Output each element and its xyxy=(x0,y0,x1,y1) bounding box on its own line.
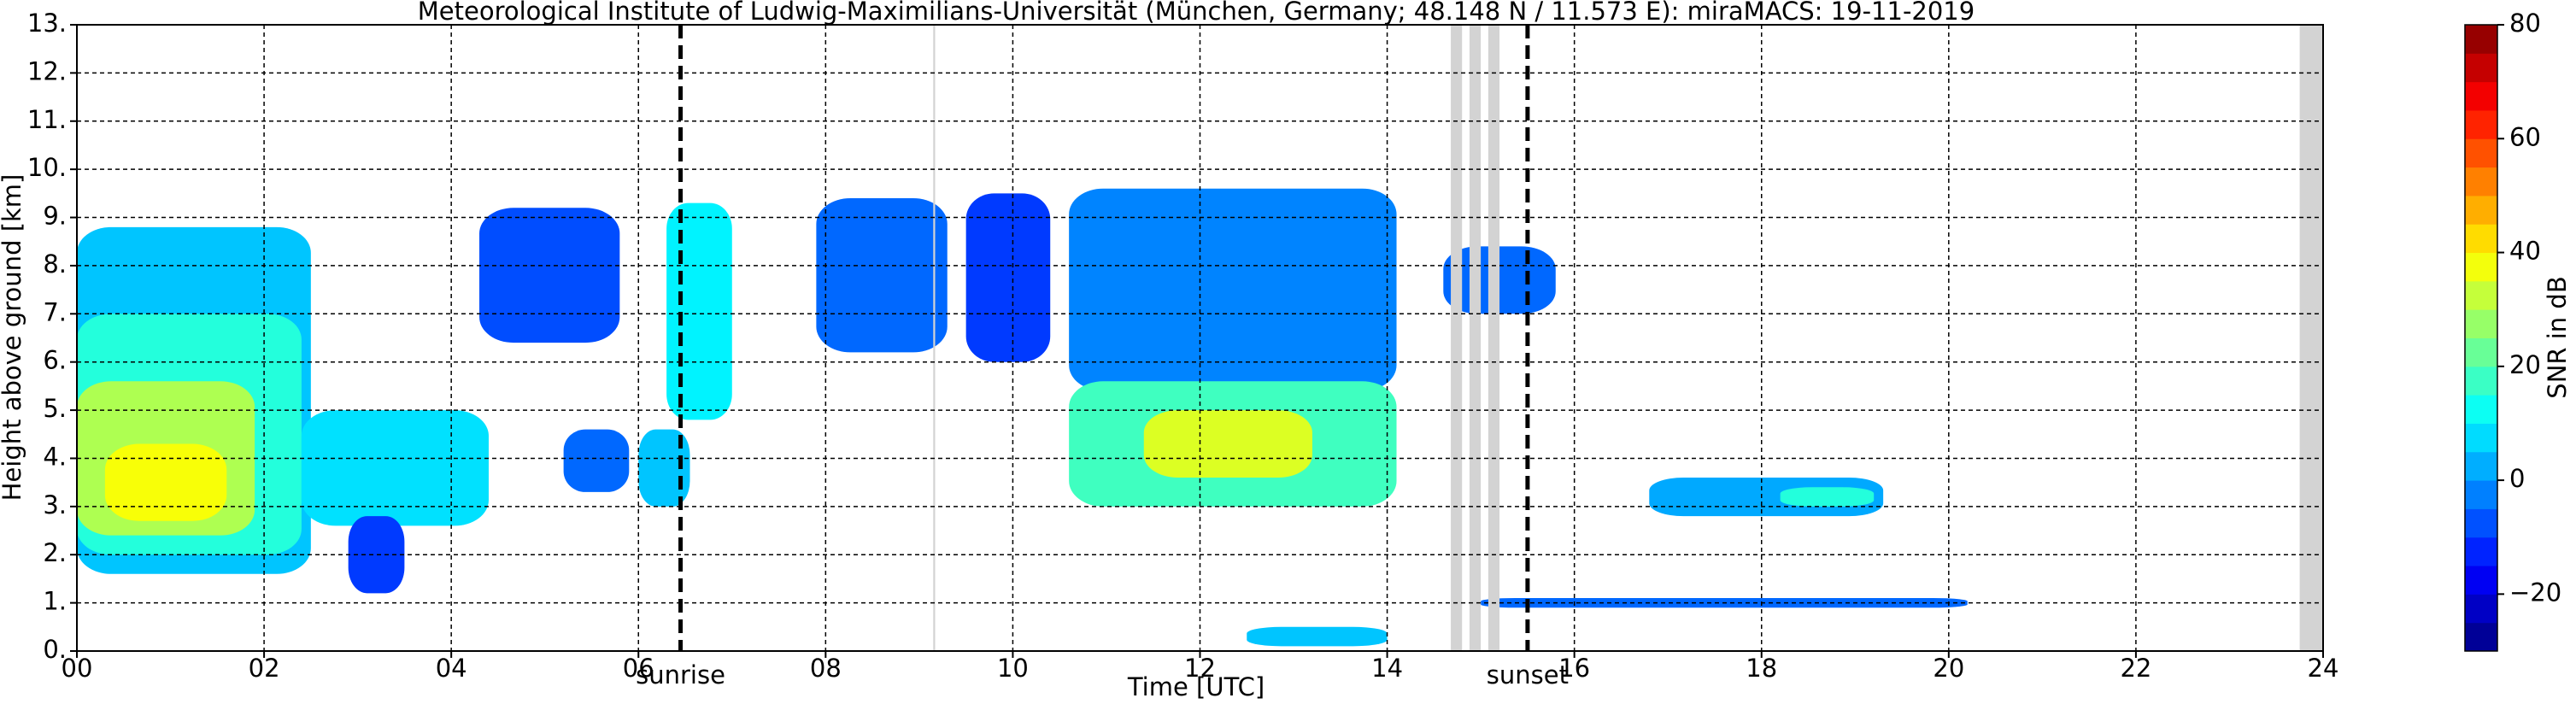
echo xyxy=(666,202,732,420)
x-tick-label: 06 xyxy=(623,654,654,683)
x-axis-label: Time [UTC] xyxy=(1127,672,1265,701)
echo xyxy=(1247,626,1388,647)
colorbar-segment xyxy=(2465,480,2497,509)
x-tick-label: 20 xyxy=(1933,654,1964,683)
colorbar-label: SNR in dB xyxy=(2543,276,2572,398)
echo xyxy=(1143,410,1312,478)
colorbar-segment xyxy=(2465,195,2497,225)
colorbar-tick-label: 0 xyxy=(2509,464,2525,493)
x-tick-label: 18 xyxy=(1746,654,1777,683)
x-tick-label: 22 xyxy=(2120,654,2151,683)
echo xyxy=(301,410,489,526)
colorbar-segment xyxy=(2465,395,2497,424)
x-tick-label: 04 xyxy=(436,654,467,683)
colorbar-segment xyxy=(2465,309,2497,338)
colorbar-segment xyxy=(2465,508,2497,538)
colorbar-segment xyxy=(2465,451,2497,481)
x-tick-label: 00 xyxy=(62,654,93,683)
x-tick-label: 16 xyxy=(1558,654,1590,683)
colorbar-tick-label: 20 xyxy=(2509,350,2541,379)
colorbar-segment xyxy=(2465,566,2497,595)
marker-label: sunrise xyxy=(636,660,725,689)
colorbar-segment xyxy=(2465,25,2497,54)
echo xyxy=(638,429,690,507)
echo xyxy=(1069,188,1397,391)
y-tick-label: 3. xyxy=(43,490,67,519)
colorbar-tick-label: 80 xyxy=(2509,9,2541,38)
colorbar-tick-label: 60 xyxy=(2509,122,2541,151)
echo xyxy=(1780,487,1875,507)
colorbar-segment xyxy=(2465,537,2497,566)
y-tick-label: 11. xyxy=(27,105,67,134)
echo xyxy=(965,193,1051,362)
colorbar-segment xyxy=(2465,167,2497,197)
no-data-column xyxy=(1451,25,1463,651)
no-data-column xyxy=(1469,25,1482,651)
x-tick-label: 02 xyxy=(249,654,280,683)
colorbar-segment xyxy=(2465,138,2497,168)
echo xyxy=(816,197,948,353)
y-tick-label: 12. xyxy=(27,56,67,85)
echo xyxy=(348,516,405,594)
echo xyxy=(563,429,630,492)
x-tick-label: 12 xyxy=(1184,654,1216,683)
no-data-column xyxy=(1488,25,1500,651)
colorbar-frame xyxy=(2464,24,2498,652)
plot-frame xyxy=(76,24,2324,652)
colorbar-segment xyxy=(2465,622,2497,652)
colorbar-tick-label: −20 xyxy=(2509,578,2561,607)
y-tick-label: 9. xyxy=(43,202,67,231)
x-tick-label: 08 xyxy=(810,654,842,683)
echo xyxy=(104,443,227,521)
echo xyxy=(479,208,620,343)
colorbar-segment xyxy=(2465,594,2497,624)
y-tick-label: 10. xyxy=(27,153,67,182)
colorbar-segment xyxy=(2465,224,2497,254)
y-tick-label: 1. xyxy=(43,587,67,616)
colorbar-segment xyxy=(2465,337,2497,367)
chart-title: Meteorological Institute of Ludwig-Maxim… xyxy=(418,0,1975,26)
no-data-column xyxy=(933,25,936,651)
colorbar-segment xyxy=(2465,280,2497,310)
y-axis-label: Height above ground [km] xyxy=(0,174,26,502)
x-tick-label: 14 xyxy=(1371,654,1403,683)
y-tick-label: 13. xyxy=(27,9,67,38)
colorbar-segment xyxy=(2465,366,2497,396)
colorbar-segment xyxy=(2465,252,2497,282)
no-data-column xyxy=(2299,25,2323,651)
colorbar-segment xyxy=(2465,53,2497,83)
marker-label: sunset xyxy=(1487,660,1569,689)
y-tick-label: 2. xyxy=(43,538,67,567)
colorbar-tick-label: 40 xyxy=(2509,237,2541,266)
y-tick-label: 4. xyxy=(43,442,67,471)
y-tick-label: 8. xyxy=(43,249,67,279)
y-tick-label: 7. xyxy=(43,297,67,326)
colorbar-segment xyxy=(2465,423,2497,453)
y-tick-label: 6. xyxy=(43,346,67,375)
x-tick-label: 24 xyxy=(2308,654,2339,683)
x-tick-label: 10 xyxy=(997,654,1029,683)
colorbar-segment xyxy=(2465,109,2497,139)
y-tick-label: 5. xyxy=(43,394,67,423)
y-tick-label: 0. xyxy=(43,635,67,664)
colorbar-segment xyxy=(2465,81,2497,111)
